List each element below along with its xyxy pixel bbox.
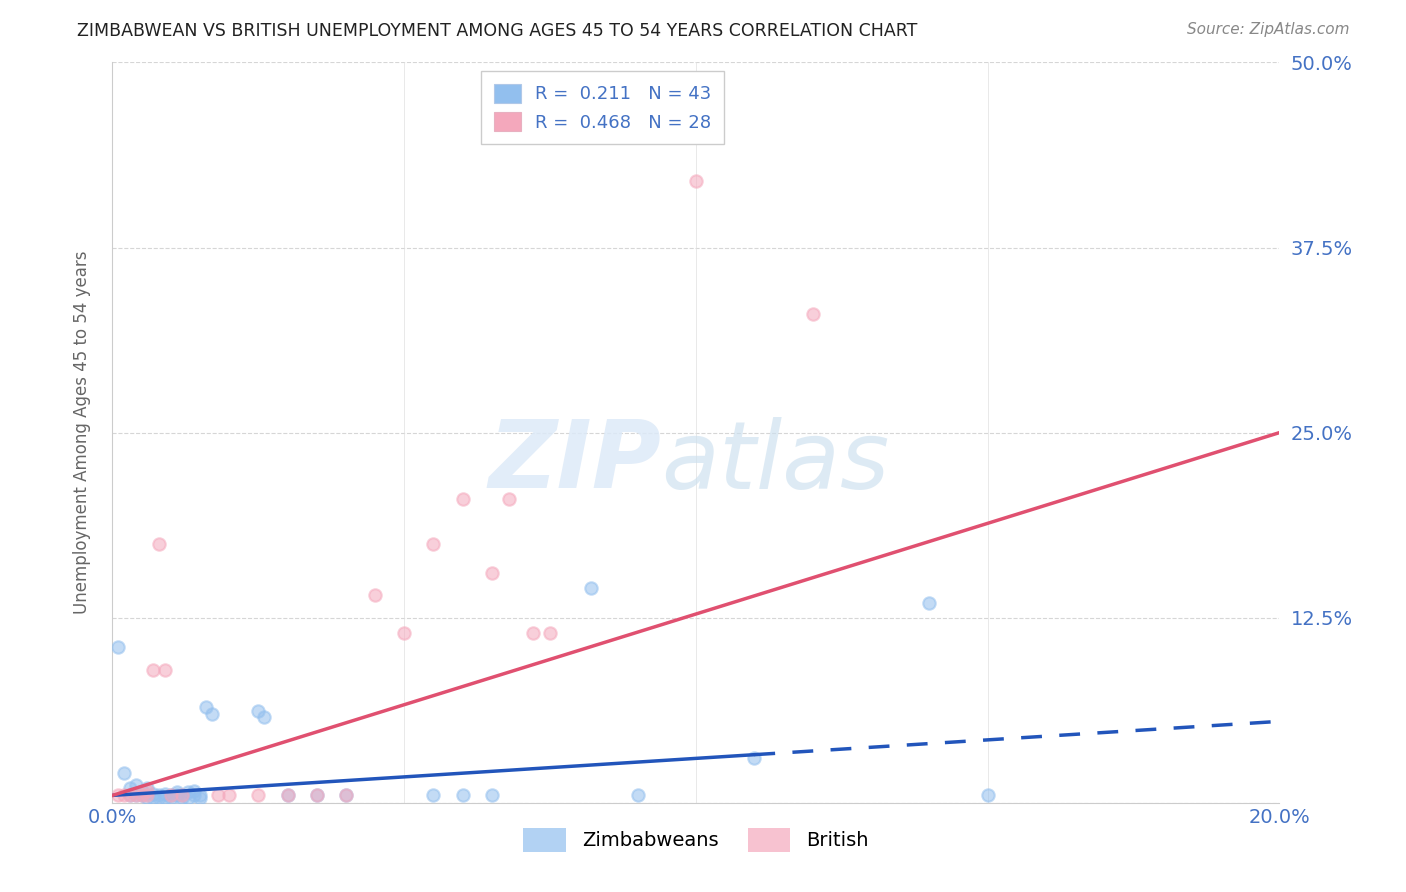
Point bbox=[125, 789, 148, 803]
Point bbox=[394, 625, 416, 640]
Point bbox=[166, 789, 188, 803]
Point bbox=[305, 789, 328, 803]
Point bbox=[538, 625, 561, 640]
Point bbox=[153, 791, 176, 805]
Y-axis label: Unemployment Among Ages 45 to 54 years: Unemployment Among Ages 45 to 54 years bbox=[73, 251, 91, 615]
Point bbox=[107, 789, 129, 803]
Point bbox=[160, 789, 183, 803]
Point bbox=[136, 780, 159, 795]
Point bbox=[183, 789, 205, 803]
Point bbox=[218, 789, 240, 803]
Point bbox=[142, 663, 165, 677]
Point bbox=[118, 780, 141, 795]
Point bbox=[153, 663, 176, 677]
Point bbox=[107, 640, 129, 655]
Point bbox=[305, 789, 328, 803]
Point bbox=[247, 789, 270, 803]
Point bbox=[335, 789, 357, 803]
Point bbox=[481, 789, 503, 803]
Point bbox=[136, 789, 159, 803]
Point bbox=[148, 536, 170, 550]
Point bbox=[125, 778, 148, 792]
Point bbox=[207, 789, 229, 803]
Point bbox=[131, 789, 153, 803]
Point bbox=[742, 751, 765, 765]
Text: Source: ZipAtlas.com: Source: ZipAtlas.com bbox=[1187, 22, 1350, 37]
Point bbox=[481, 566, 503, 581]
Point bbox=[451, 789, 474, 803]
Point bbox=[112, 789, 135, 803]
Point bbox=[153, 787, 176, 801]
Point bbox=[142, 791, 165, 805]
Point bbox=[422, 536, 444, 550]
Point bbox=[131, 789, 153, 803]
Point bbox=[498, 492, 520, 507]
Point bbox=[172, 791, 194, 805]
Point bbox=[177, 791, 200, 805]
Point bbox=[136, 791, 159, 805]
Point bbox=[118, 789, 141, 803]
Text: ZIMBABWEAN VS BRITISH UNEMPLOYMENT AMONG AGES 45 TO 54 YEARS CORRELATION CHART: ZIMBABWEAN VS BRITISH UNEMPLOYMENT AMONG… bbox=[77, 22, 918, 40]
Point bbox=[976, 789, 998, 803]
Point bbox=[335, 789, 357, 803]
Point bbox=[801, 307, 824, 321]
Point bbox=[364, 589, 387, 603]
Point bbox=[177, 785, 200, 799]
Point bbox=[160, 789, 183, 803]
Point bbox=[579, 581, 602, 595]
Point bbox=[160, 791, 183, 805]
Point bbox=[201, 706, 224, 721]
Point bbox=[136, 784, 159, 798]
Point bbox=[194, 699, 217, 714]
Point bbox=[253, 710, 276, 724]
Legend: Zimbabweans, British: Zimbabweans, British bbox=[516, 821, 876, 860]
Point bbox=[918, 596, 941, 610]
Point bbox=[422, 789, 444, 803]
Point bbox=[247, 704, 270, 718]
Text: ZIP: ZIP bbox=[488, 417, 661, 508]
Point bbox=[188, 789, 211, 803]
Point bbox=[142, 787, 165, 801]
Point bbox=[148, 789, 170, 803]
Point bbox=[685, 174, 707, 188]
Point bbox=[172, 789, 194, 803]
Point bbox=[627, 789, 650, 803]
Point bbox=[188, 791, 211, 805]
Point bbox=[183, 784, 205, 798]
Point bbox=[172, 789, 194, 803]
Point bbox=[522, 625, 544, 640]
Point bbox=[276, 789, 298, 803]
Point bbox=[148, 791, 170, 805]
Text: atlas: atlas bbox=[661, 417, 889, 508]
Point bbox=[451, 492, 474, 507]
Point bbox=[166, 785, 188, 799]
Point bbox=[112, 766, 135, 780]
Point bbox=[125, 789, 148, 803]
Point bbox=[118, 789, 141, 803]
Point bbox=[276, 789, 298, 803]
Point bbox=[131, 784, 153, 798]
